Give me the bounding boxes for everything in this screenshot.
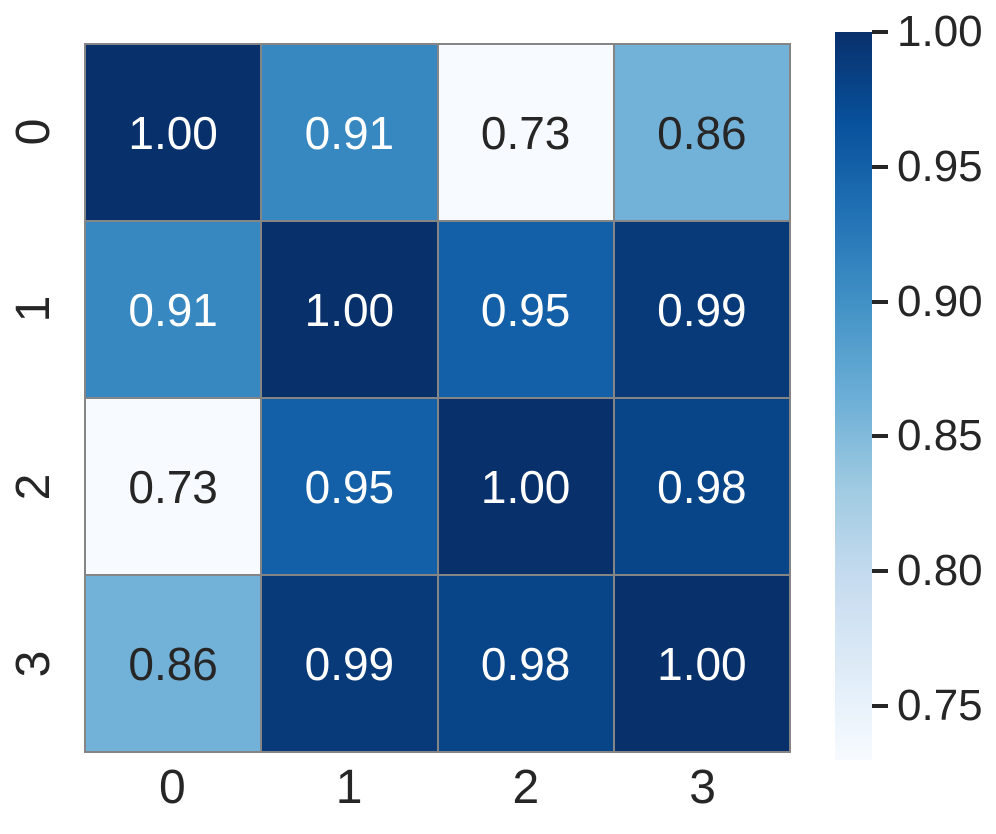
cell-value-label: 0.98 — [480, 637, 571, 690]
cell-value-label: 1.00 — [128, 106, 218, 159]
cell-value-label: 0.86 — [128, 637, 218, 690]
heatmap-cell-r2c0: 0.73 — [86, 399, 261, 574]
cell-value-label: 0.73 — [128, 460, 218, 513]
colorbar-tick-label: 1.00 — [897, 7, 983, 56]
colorbar-tick-label: 0.90 — [897, 276, 983, 326]
x-tick-0: 0 — [159, 761, 186, 814]
cell-value-label: 0.86 — [657, 106, 747, 159]
cell-value-label: 0.91 — [304, 106, 395, 159]
cell-value-label: 0.73 — [480, 106, 571, 159]
x-tick-1: 1 — [335, 761, 363, 814]
heatmap-cell-r3c0: 0.86 — [86, 576, 261, 751]
heatmap-cell-r1c2: 0.95 — [438, 222, 613, 397]
x-tick-2: 2 — [512, 761, 540, 814]
y-tick-3: 3 — [0, 576, 84, 754]
colorbar-tickmark-0.75 — [872, 704, 888, 709]
heatmap-cell-r0c2: 0.73 — [438, 45, 613, 220]
cell-value-label: 0.99 — [304, 637, 395, 690]
cell-value-label: 1.00 — [480, 460, 571, 513]
y-tick-label: 1 — [7, 295, 60, 323]
heatmap-cell-r0c0: 1.00 — [86, 45, 261, 220]
y-tick-label: 3 — [7, 650, 60, 678]
colorbar-tickmark-1.00 — [872, 30, 888, 34]
colorbar-tickmark-0.80 — [872, 569, 888, 574]
heatmap-cell-r1c1: 1.00 — [262, 222, 437, 397]
y-tick-0: 0 — [0, 43, 84, 221]
colorbar-gradient — [835, 32, 872, 760]
y-axis-tick-labels: 0 1 2 3 — [0, 43, 84, 753]
heatmap-cell-r3c2: 0.98 — [438, 576, 613, 751]
heatmap-cell-r0c3: 0.86 — [614, 45, 789, 220]
heatmap-cell-r1c0: 0.91 — [86, 222, 261, 397]
heatmap-grid: 1.00 0.91 0.73 0.86 0.91 1.00 0.95 0.99 0.73 0.95… — [84, 43, 791, 753]
heatmap-cell-r1c3: 0.99 — [614, 222, 789, 397]
y-tick-label: 2 — [7, 473, 60, 501]
colorbar: 1.00 0.95 0.90 0.85 0.80 0.75 — [835, 10, 996, 760]
colorbar-tickmark-0.90 — [872, 299, 888, 304]
colorbar-tickmark-0.85 — [872, 434, 888, 439]
cell-value-label: 0.95 — [304, 460, 395, 513]
colorbar-tick-label: 0.80 — [897, 546, 983, 596]
cell-value-label: 1.00 — [304, 283, 395, 336]
y-tick-1: 1 — [0, 221, 84, 399]
cell-value-label: 0.98 — [657, 460, 747, 513]
heatmap-cell-r3c1: 0.99 — [262, 576, 437, 751]
heatmap-cell-r0c1: 0.91 — [262, 45, 437, 220]
colorbar-tick-label: 0.85 — [897, 411, 983, 461]
x-tick-3: 3 — [689, 761, 716, 814]
y-tick-2: 2 — [0, 398, 84, 576]
colorbar-tick-label: 0.75 — [897, 681, 983, 731]
heatmap-cell-r2c2: 1.00 — [438, 399, 613, 574]
heatmap-cell-r2c1: 0.95 — [262, 399, 437, 574]
colorbar-tickmark-0.95 — [872, 164, 888, 169]
cell-value-label: 0.95 — [480, 283, 571, 336]
heatmap-cell-r3c3: 1.00 — [614, 576, 789, 751]
heatmap-cell-r2c3: 0.98 — [614, 399, 789, 574]
colorbar-tick-label: 0.95 — [897, 141, 983, 191]
y-tick-label: 0 — [7, 118, 60, 146]
cell-value-label: 0.99 — [657, 283, 747, 336]
cell-value-label: 0.91 — [128, 283, 218, 336]
cell-value-label: 1.00 — [657, 637, 747, 690]
x-axis-tick-labels: 0 1 2 3 — [84, 756, 791, 820]
